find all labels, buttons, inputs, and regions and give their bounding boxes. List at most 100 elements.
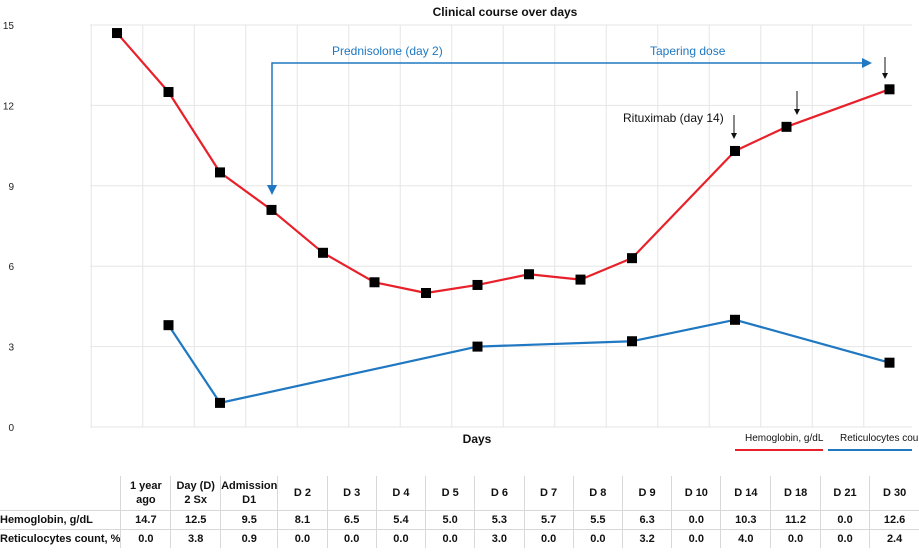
data-point-series-0 xyxy=(112,28,122,39)
rituximab-arrow-d14 xyxy=(731,115,737,139)
table-column-header: D 14 xyxy=(720,476,771,511)
table-cell: 0.0 xyxy=(375,529,426,548)
table-cell: 6.5 xyxy=(326,510,377,530)
table-cell: 8.1 xyxy=(277,510,328,530)
data-point-series-1 xyxy=(627,336,637,347)
data-point-series-0 xyxy=(318,247,328,258)
x-axis-title: Days xyxy=(463,432,492,446)
table-cell: 12.5 xyxy=(170,510,221,530)
grid-lines xyxy=(90,24,912,428)
table-cell: 11.2 xyxy=(770,510,821,530)
table-cell: 0.0 xyxy=(770,529,821,548)
prednisolone-arrowhead-down xyxy=(267,185,277,195)
series-line-1 xyxy=(167,318,890,404)
treatment-annotations: Prednisolone (day 2) Tapering dose Ritux… xyxy=(267,44,888,195)
legend: Hemoglobin, g/dL Reticulocytes count, % xyxy=(735,433,919,451)
legend-label-reticulocytes: Reticulocytes count, % xyxy=(840,433,919,444)
data-point-series-0 xyxy=(627,253,637,264)
data-point-series-0 xyxy=(781,121,792,132)
table-cell: 5.7 xyxy=(523,510,574,530)
data-point-series-1 xyxy=(215,397,225,408)
y-axis-ticks: 0 3 6 9 12 15 xyxy=(3,21,15,434)
data-point-series-0 xyxy=(524,269,534,280)
y-tick-label: 15 xyxy=(3,21,15,32)
table-corner-cell xyxy=(0,476,121,511)
table-column-header: D 5 xyxy=(425,476,475,511)
table-cell: 0.0 xyxy=(523,529,574,548)
table-column-header: D 2 xyxy=(277,476,328,511)
table-row-label: Hemoglobin, g/dL xyxy=(0,510,121,530)
y-tick-label: 12 xyxy=(3,101,15,112)
data-point-series-1 xyxy=(163,320,174,331)
table-column-header: D 4 xyxy=(375,476,426,511)
table-column-header: 1 year ago xyxy=(120,476,171,511)
table-cell: 5.3 xyxy=(474,510,524,530)
data-point-series-0 xyxy=(730,145,740,156)
table-column-header: D 30 xyxy=(869,476,919,511)
table-column-header: D 7 xyxy=(523,476,574,511)
data-point-series-0 xyxy=(369,277,380,288)
table-cell: 0.0 xyxy=(819,510,870,530)
table-cell: 0.0 xyxy=(819,529,870,548)
table-cell: 5.5 xyxy=(572,510,623,530)
table-cell: 5.0 xyxy=(425,510,475,530)
table-cell: 10.3 xyxy=(720,510,771,530)
table-column-header: Admission D1 xyxy=(220,476,278,511)
table-cell: 2.4 xyxy=(869,529,919,548)
table-column-header: D 10 xyxy=(671,476,721,511)
data-point-series-0 xyxy=(421,288,431,298)
series-layer xyxy=(112,28,895,408)
y-tick-label: 0 xyxy=(8,423,14,434)
data-point-series-0 xyxy=(266,204,277,215)
table-row: Reticulocytes count, % 0.0 3.8 0.9 0.0 0.0 0.0… xyxy=(0,529,919,548)
series-line-0 xyxy=(116,32,890,295)
table-column-header: Day (D) 2 Sx xyxy=(170,476,221,511)
table-cell: 0.0 xyxy=(326,529,377,548)
table-cell: 6.3 xyxy=(621,510,672,530)
y-tick-label: 6 xyxy=(8,262,14,273)
annotation-rituximab: Rituximab (day 14) xyxy=(623,111,724,125)
table-cell: 0.0 xyxy=(277,529,328,548)
data-point-series-1 xyxy=(884,357,895,368)
table-cell: 0.0 xyxy=(572,529,623,548)
table-column-header: D 9 xyxy=(621,476,672,511)
table-cell: 5.4 xyxy=(375,510,426,530)
table-cell: 0.0 xyxy=(671,529,721,548)
table-row: Hemoglobin, g/dL 14.7 12.5 9.5 8.1 6.5 5.4 5.0 5… xyxy=(0,510,919,530)
rituximab-arrow-d18 xyxy=(794,91,800,115)
table-cell: 9.5 xyxy=(220,510,278,530)
rituximab-arrow-d30 xyxy=(882,57,888,79)
data-point-series-0 xyxy=(163,87,174,97)
annotation-prednisolone: Prednisolone (day 2) xyxy=(332,44,443,58)
table-column-header: D 18 xyxy=(770,476,821,511)
table-cell: 3.0 xyxy=(474,529,524,548)
table-cell: 0.0 xyxy=(425,529,475,548)
data-point-series-0 xyxy=(575,274,586,285)
annotation-tapering: Tapering dose xyxy=(650,44,726,58)
chart-title: Clinical course over days xyxy=(433,5,578,19)
table-cell: 0.9 xyxy=(220,529,278,548)
table-cell: 12.6 xyxy=(869,510,919,530)
table-cell: 3.2 xyxy=(621,529,672,548)
data-point-series-0 xyxy=(472,279,483,290)
tapering-arrowhead-right xyxy=(862,58,872,68)
table-row-label: Reticulocytes count, % xyxy=(0,533,121,545)
data-point-series-1 xyxy=(472,341,483,352)
data-point-series-0 xyxy=(215,167,225,178)
table-column-header: D 3 xyxy=(326,476,377,511)
table-cell: 3.8 xyxy=(170,529,221,548)
table-column-header: D 6 xyxy=(474,476,524,511)
data-point-series-1 xyxy=(730,314,740,325)
y-tick-label: 9 xyxy=(8,182,14,193)
prednisolone-arrow-line xyxy=(271,62,862,185)
data-point-series-0 xyxy=(884,84,895,95)
table-cell: 4.0 xyxy=(720,529,771,548)
table-cell: 14.7 xyxy=(120,510,171,530)
table-cell: 0.0 xyxy=(120,529,171,548)
table-cell: 0.0 xyxy=(671,510,721,530)
y-tick-label: 3 xyxy=(8,343,14,354)
table-column-header: D 8 xyxy=(572,476,623,511)
